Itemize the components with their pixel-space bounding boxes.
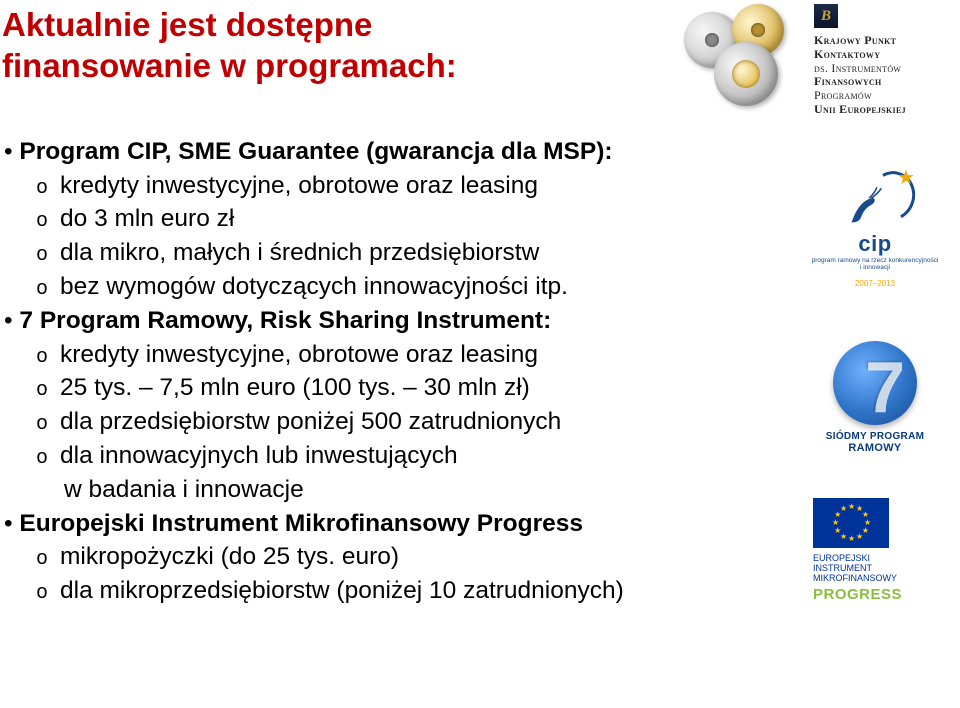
sub-item: dla innowacyjnych lub inwestującychw bad… [36,439,804,507]
cip-word: cip [858,231,891,256]
bullet-list: Program CIP, SME Guarantee (gwarancja dl… [4,135,804,608]
bullet-head: Europejski Instrument Mikrofinansowy Pro… [19,510,583,537]
cip-subtitle: program ramowy na rzecz konkurencyjności… [811,257,939,271]
sub-item: mikropożyczki (do 25 tys. euro) [36,540,804,574]
sub-list: kredyty inwestycyjne, obrotowe oraz leas… [36,169,804,304]
sub-item: kredyty inwestycyjne, obrotowe oraz leas… [36,338,804,372]
sub-item: 25 tys. – 7,5 mln euro (100 tys. – 30 ml… [36,371,804,405]
sub-item: bez wymogów dotyczących innowacyjności i… [36,270,804,304]
bullet-item: 7 Program Ramowy, Risk Sharing Instrumen… [4,304,804,507]
sub-list: kredyty inwestycyjne, obrotowe oraz leas… [36,338,804,507]
fp7-circle-icon: 7 [833,341,917,425]
cip-logo: ★ cip program ramowy na rzecz konkurency… [811,175,939,297]
gazelle-icon [845,185,889,229]
star-icon: ★ [897,165,915,190]
fp7-label-2: RAMOWY [819,442,931,454]
title-line-1: Aktualnie jest dostępne [2,4,680,45]
kpk-line: Krajowy Punkt [814,34,954,48]
sub-list: mikropożyczki (do 25 tys. euro)dla mikro… [36,540,804,608]
sub-item: dla przedsiębiorstw poniżej 500 zatrudni… [36,405,804,439]
sub-item: do 3 mln euro zł [36,202,804,236]
progress-word: PROGRESS [813,586,937,603]
kpk-line: Kontaktowy [814,48,954,62]
kpk-line: Unii Europejskiej [814,103,954,117]
kpk-line: Programów [814,89,954,103]
kpk-line: Finansowych [814,75,954,89]
fp7-label-1: SIÓDMY PROGRAM [819,431,931,442]
fp7-logo: 7 SIÓDMY PROGRAM RAMOWY [819,341,931,454]
slide-title: Aktualnie jest dostępne finansowanie w p… [0,0,680,87]
cip-years: 2007–2013 [855,279,895,288]
kpk-logo: B Krajowy Punkt Kontaktowy ds. Instrumen… [814,4,954,117]
eu-flag-icon: ★★★★★★★★★★★★ [813,498,889,548]
right-logo-column: ★ cip program ramowy na rzecz konkurency… [810,175,940,603]
sub-item: kredyty inwestycyjne, obrotowe oraz leas… [36,169,804,203]
bullet-item: Program CIP, SME Guarantee (gwarancja dl… [4,135,804,304]
header-logos: B Krajowy Punkt Kontaktowy ds. Instrumen… [680,0,960,117]
kpk-badge-icon: B [814,4,838,28]
title-line-2: finansowanie w programach: [2,45,680,86]
progress-logo: ★★★★★★★★★★★★ EUROPEJSKI INSTRUMENT MIKRO… [813,498,937,603]
progress-line: MIKROFINANSOWY [813,574,937,584]
sub-item: dla mikro, małych i średnich przedsiębio… [36,236,804,270]
gears-icon [680,4,800,104]
fp7-seven: 7 [865,347,905,429]
kpk-line: ds. Instrumentów [814,62,954,76]
bullet-item: Europejski Instrument Mikrofinansowy Pro… [4,507,804,608]
sub-item: dla mikroprzedsiębiorstw (poniżej 10 zat… [36,574,804,608]
bullet-head: 7 Program Ramowy, Risk Sharing Instrumen… [19,307,551,334]
bullet-head: Program CIP, SME Guarantee (gwarancja dl… [19,138,612,165]
